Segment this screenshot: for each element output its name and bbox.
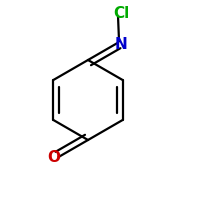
Text: Cl: Cl [114, 6, 130, 21]
Text: O: O [48, 150, 61, 164]
Text: N: N [114, 37, 127, 52]
